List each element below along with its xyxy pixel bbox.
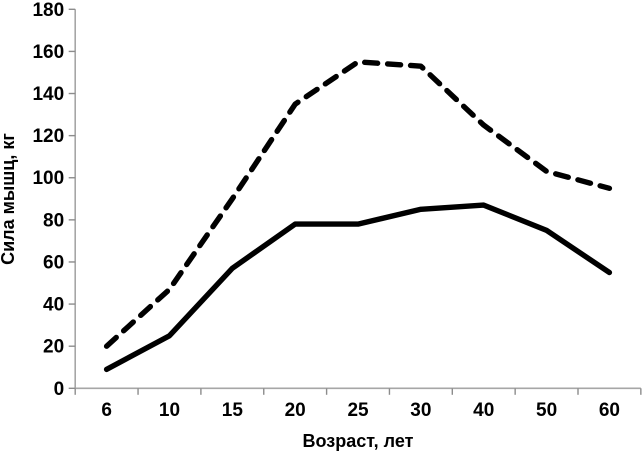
- y-tick-label: 20: [43, 337, 64, 358]
- y-tick-label: 160: [32, 42, 64, 63]
- y-tick-label: 40: [43, 295, 64, 316]
- y-tick-label: 140: [32, 84, 64, 105]
- axes: [74, 9, 641, 390]
- x-tick-label: 6: [101, 400, 112, 421]
- y-tick-label: 180: [32, 0, 64, 21]
- x-tick-label: 50: [536, 400, 557, 421]
- x-tick-label: 20: [285, 400, 306, 421]
- data-series: [103, 59, 613, 373]
- y-tick-label: 120: [32, 126, 64, 147]
- y-tick-label: 60: [43, 252, 64, 273]
- series-line-solid: [103, 202, 613, 373]
- series-line-dashed: [103, 59, 613, 349]
- y-tick-label: 100: [32, 168, 64, 189]
- x-tick-label: 40: [473, 400, 494, 421]
- x-tick-labels: 6 10 15 20 25 30 40 50 60: [101, 400, 620, 421]
- tick-marks: [68, 8, 642, 395]
- x-tick-label: 15: [222, 400, 244, 421]
- x-tick-label: 60: [599, 400, 620, 421]
- x-tick-label: 10: [159, 400, 180, 421]
- x-tick-label: 25: [347, 400, 369, 421]
- y-tick-label: 80: [43, 210, 64, 231]
- y-tick-label: 0: [54, 379, 65, 400]
- x-axis-title: Возраст, лет: [303, 431, 414, 451]
- y-axis-title: Сила мышц, кг: [0, 133, 18, 265]
- y-tick-labels: 0 20 40 60 80 100 120 140 160 180: [32, 0, 64, 400]
- x-tick-label: 30: [410, 400, 431, 421]
